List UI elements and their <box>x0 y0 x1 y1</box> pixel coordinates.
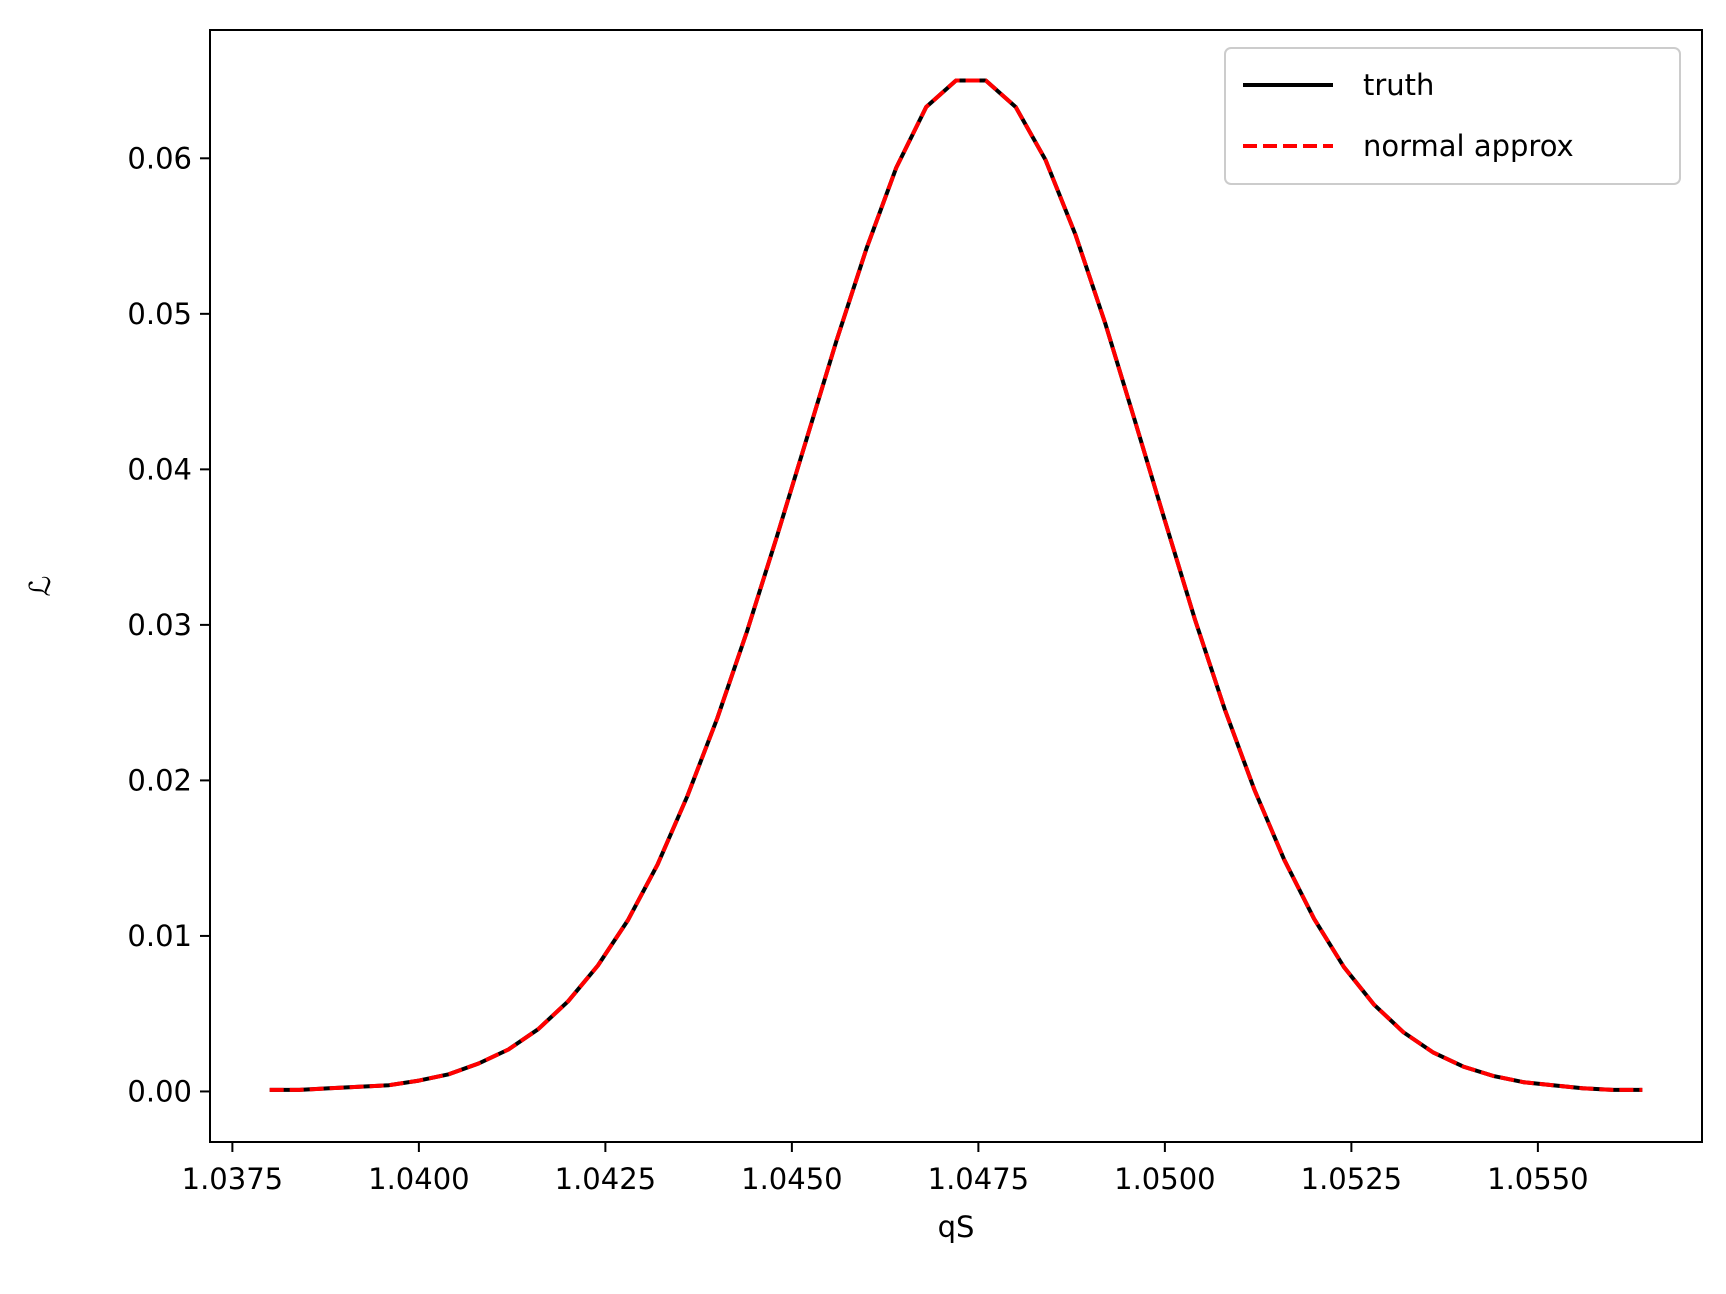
y-tick-label: 0.06 <box>127 141 192 175</box>
y-tick-label: 0.04 <box>127 452 192 486</box>
y-axis-label: ℒ <box>23 576 57 597</box>
x-axis: 1.0375 1.0400 1.0425 1.0450 1.0475 1.0500 1.05… <box>182 1142 1589 1196</box>
series-line-truth <box>269 78 1643 1092</box>
x-tick-label: 1.0500 <box>1114 1162 1215 1196</box>
x-tick-label: 1.0400 <box>368 1162 469 1196</box>
series-line-normal-approx <box>269 78 1643 1092</box>
plot-frame <box>209 29 1703 1143</box>
x-tick-label: 1.0550 <box>1487 1162 1588 1196</box>
legend-label-truth: truth <box>1363 68 1434 102</box>
y-tick-label: 0.00 <box>127 1074 192 1108</box>
x-tick-label: 1.0375 <box>182 1162 283 1196</box>
y-tick-label: 0.01 <box>127 919 192 953</box>
x-axis-label: qS <box>938 1210 975 1244</box>
legend: truth normal approx <box>1224 47 1681 185</box>
plot-area <box>269 78 1643 1092</box>
y-tick-label: 0.02 <box>127 763 192 797</box>
y-tick-label: 0.05 <box>127 297 192 331</box>
y-axis: 0.00 0.01 0.02 0.03 0.04 0.05 0.06 <box>127 141 210 1108</box>
x-tick-label: 1.0450 <box>741 1162 842 1196</box>
y-tick-label: 0.03 <box>127 608 192 642</box>
x-tick-label: 1.0475 <box>928 1162 1029 1196</box>
x-tick-label: 1.0525 <box>1301 1162 1402 1196</box>
legend-label-normal-approx: normal approx <box>1363 129 1574 163</box>
x-tick-label: 1.0425 <box>555 1162 656 1196</box>
legend-box <box>1224 47 1681 185</box>
